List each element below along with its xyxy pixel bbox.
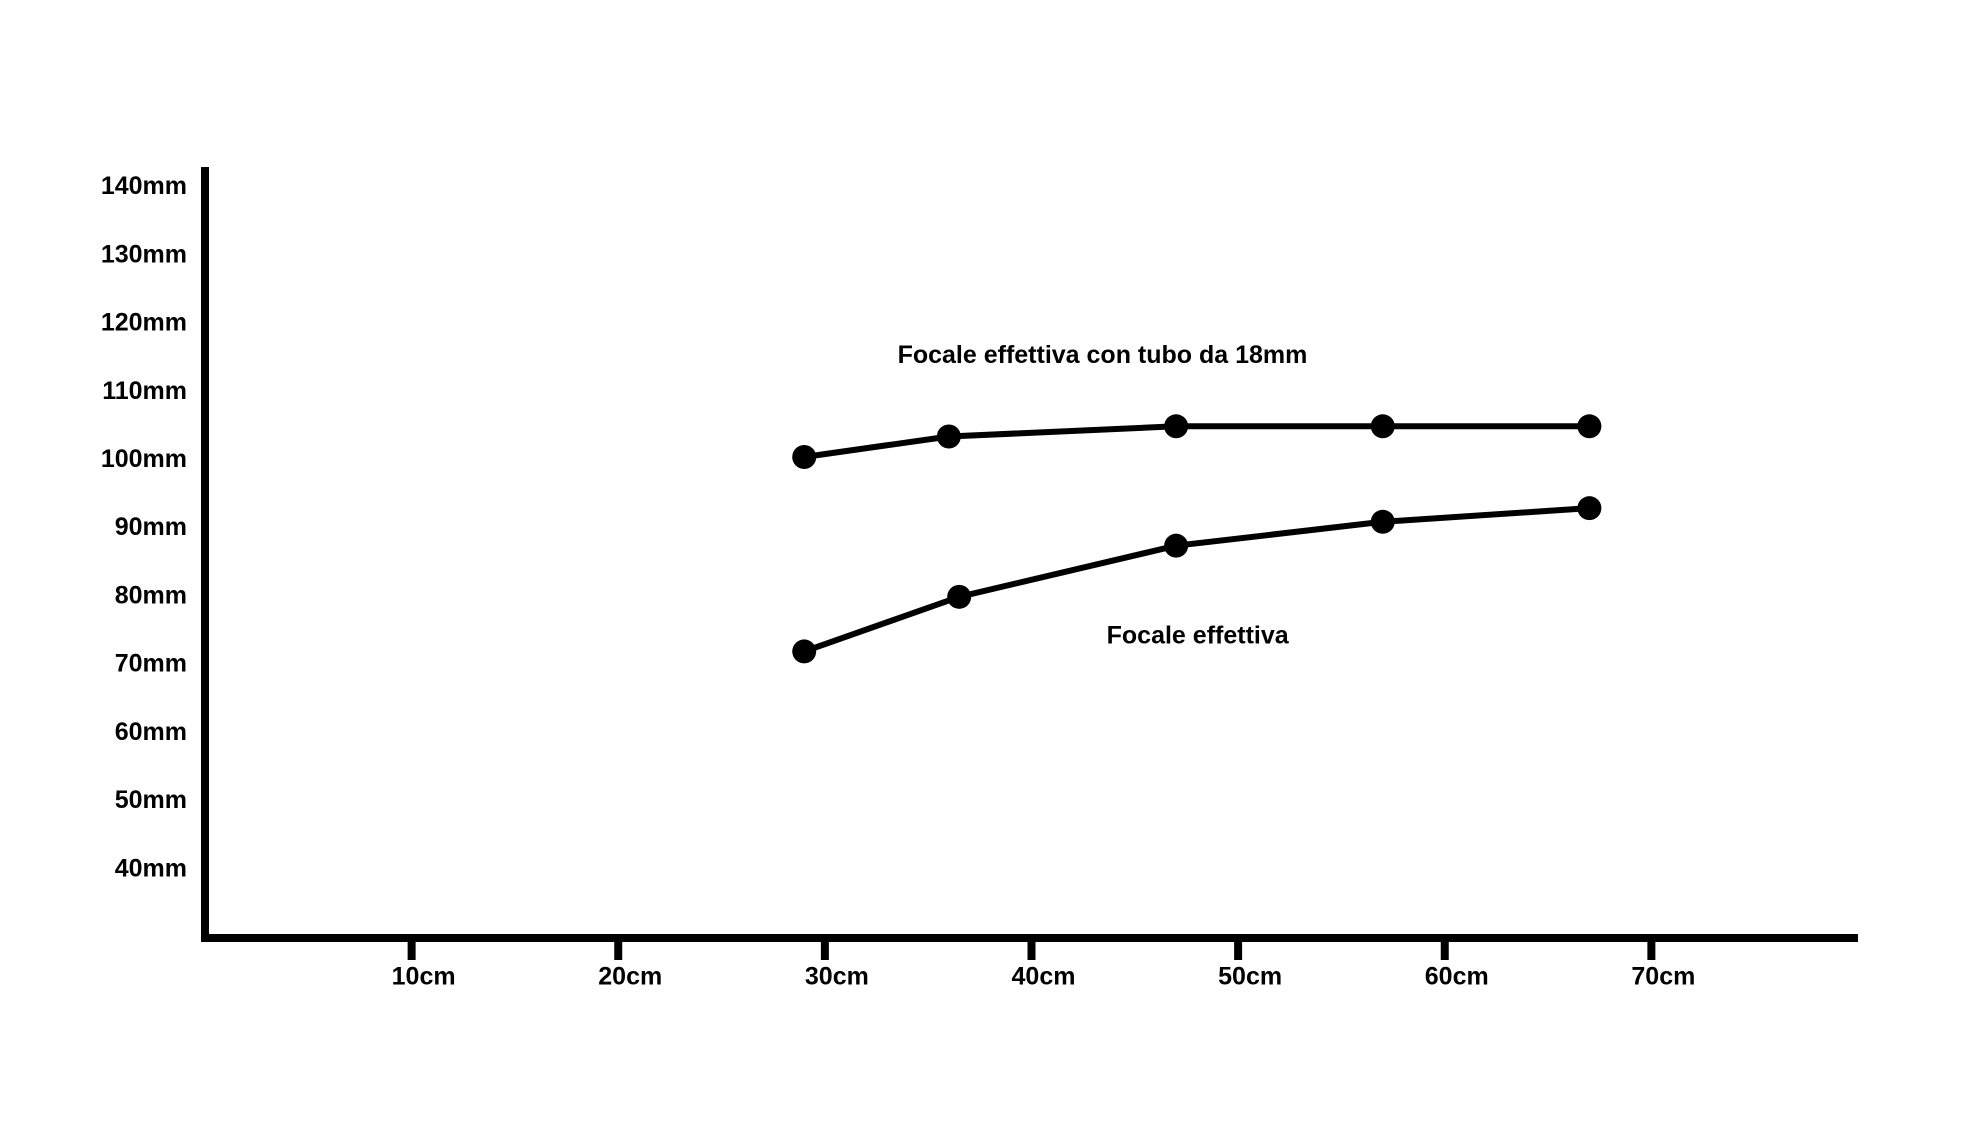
series-label: Focale effettiva con tubo da 18mm — [898, 341, 1308, 369]
x-tick-label: 30cm — [805, 963, 869, 991]
point — [792, 444, 817, 469]
point — [1164, 533, 1189, 558]
point — [1577, 414, 1602, 439]
series-line — [803, 423, 1590, 460]
y-tick-label: 60mm — [115, 718, 187, 746]
point — [1164, 414, 1189, 439]
y-tick-label: 80mm — [115, 581, 187, 609]
y-tick-label: 110mm — [102, 377, 187, 405]
point — [947, 584, 972, 609]
point — [792, 639, 817, 664]
x-tick-label: 40cm — [1012, 963, 1076, 991]
y-tick-label: 120mm — [101, 309, 187, 337]
x-tick-label: 50cm — [1218, 963, 1282, 991]
y-tick-label: 90mm — [115, 513, 187, 541]
y-tick-label: 130mm — [101, 240, 187, 268]
point — [1577, 496, 1602, 521]
x-tick-label: 10cm — [392, 963, 456, 991]
point — [1370, 509, 1395, 534]
point — [936, 424, 961, 449]
y-tick-label: 40mm — [115, 854, 187, 882]
y-tick-label: 140mm — [101, 172, 187, 200]
x-tick-label: 60cm — [1425, 963, 1489, 991]
y-tick-label: 70mm — [115, 650, 187, 678]
point — [1370, 414, 1395, 439]
x-tick-label: 20cm — [598, 963, 662, 991]
y-tick-label: 50mm — [115, 786, 187, 814]
series-label: Focale effettiva — [1107, 621, 1290, 649]
y-tick-label: 100mm — [101, 445, 187, 473]
x-tick-label: 70cm — [1631, 963, 1695, 991]
